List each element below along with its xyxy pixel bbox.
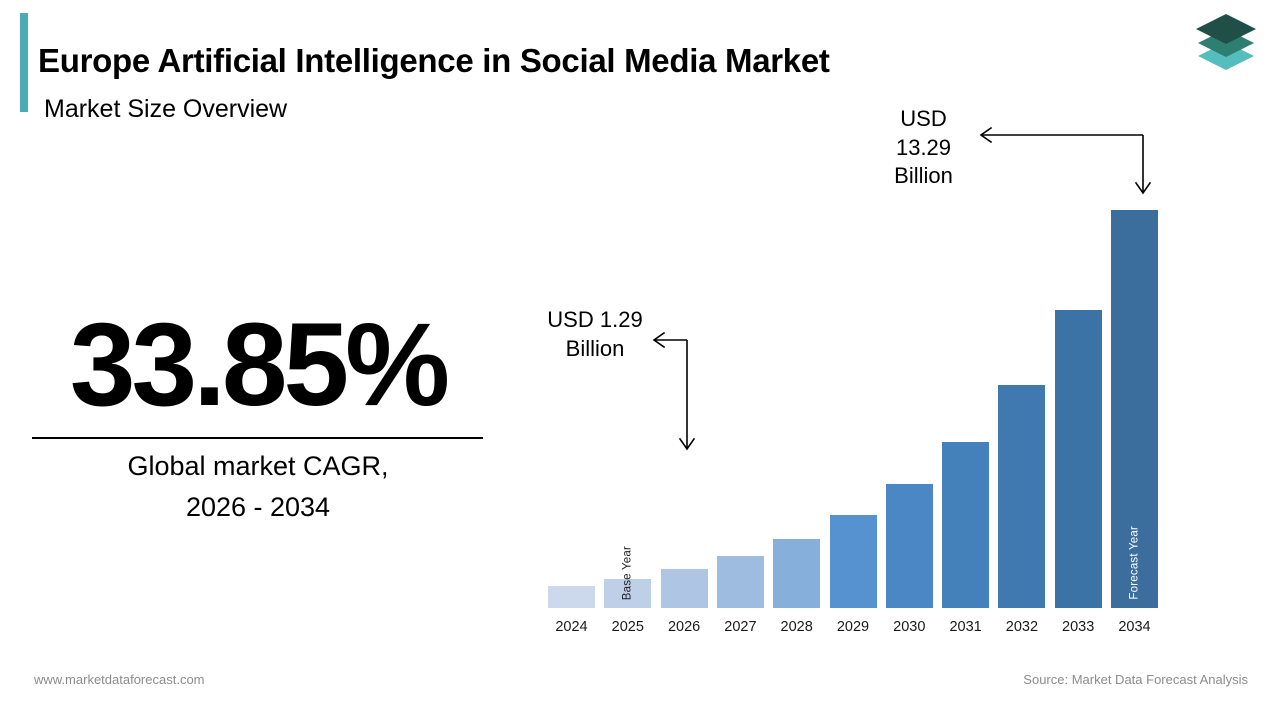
callout-end-line-1: USD [900, 106, 947, 131]
callout-start-line-1: USD 1.29 [547, 307, 643, 332]
footer-source: Source: Market Data Forecast Analysis [1023, 672, 1248, 687]
bar-year-label-2032: 2032 [1005, 619, 1039, 635]
bar-2032[interactable] [998, 385, 1046, 608]
callout-end-line-2: 13.29 [895, 134, 952, 160]
bar-2031[interactable] [942, 442, 990, 608]
bar-year-label-2029: 2029 [836, 619, 870, 635]
bar-year-label-2034: 2034 [1118, 619, 1151, 635]
cagr-caption-line-1: Global market CAGR, [127, 451, 389, 481]
bar-year-label-2027: 2027 [724, 619, 757, 635]
cagr-divider [32, 437, 483, 439]
cagr-caption: Global market CAGR, 2026 - 2034 [32, 446, 484, 528]
logo-layer-top-icon [1196, 14, 1256, 44]
bar-2027[interactable] [716, 556, 764, 608]
bar-year-label-2031: 2031 [949, 619, 982, 635]
page-subtitle: Market Size Overview [44, 94, 288, 123]
bar-2028[interactable] [773, 539, 821, 608]
callout-end-arrow-icon [979, 126, 1152, 195]
bar-2026[interactable] [660, 569, 708, 608]
stacked-layers-logo [1190, 8, 1262, 76]
callout-start-arrow-icon [652, 331, 696, 451]
cagr-caption-line-2: 2026 - 2034 [185, 492, 331, 522]
bar-2033[interactable] [1054, 310, 1102, 608]
bar-2034[interactable]: Forecast Year [1111, 210, 1158, 608]
callout-start-line-2: Billion [565, 335, 625, 361]
cagr-value: 33.85% [69, 299, 450, 431]
bar-year-label-2024: 2024 [555, 619, 588, 635]
bar-year-label-2026: 2026 [667, 619, 701, 635]
callout-end-value: USD 13.29 Billion [856, 105, 991, 191]
bar-year-label-2028: 2028 [780, 619, 813, 635]
page-title: Europe Artificial Intelligence in Social… [38, 42, 830, 80]
callout-start-value: USD 1.29 Billion [520, 306, 670, 363]
bar-year-label-2030: 2030 [893, 619, 926, 635]
bar-2024[interactable] [548, 586, 595, 608]
header-accent-bar [20, 13, 28, 112]
bar-inline-label-2025: Base Year [621, 545, 634, 600]
callout-end-line-3: Billion [894, 163, 953, 188]
bar-year-label-2033: 2033 [1062, 619, 1095, 635]
bar-chart: 2024 Base Year 2025 2026 2027 2028 2029 2030 203… [540, 200, 1180, 640]
footer-website[interactable]: www.marketdataforecast.com [34, 672, 205, 687]
bar-2029[interactable] [829, 515, 877, 608]
bar-year-label-2025: 2025 [611, 619, 644, 635]
bar-inline-label-2034: Forecast Year [1128, 526, 1141, 600]
bar-2030[interactable] [885, 484, 933, 608]
bar-2025[interactable]: Base Year [604, 546, 652, 608]
